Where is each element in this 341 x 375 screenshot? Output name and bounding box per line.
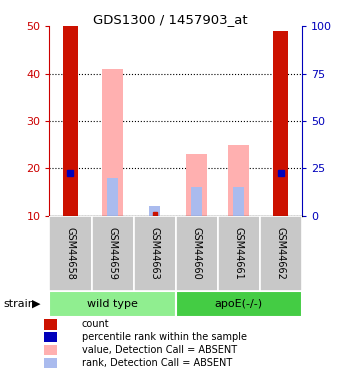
Bar [228, 145, 249, 216]
Bar [149, 206, 160, 216]
Text: ▶: ▶ [32, 299, 40, 309]
Bar [176, 216, 218, 291]
Bar [44, 332, 57, 342]
Text: GSM44663: GSM44663 [150, 227, 160, 279]
Bar [44, 345, 57, 355]
Text: GSM44661: GSM44661 [234, 227, 244, 279]
Bar [63, 26, 78, 216]
Text: percentile rank within the sample: percentile rank within the sample [82, 332, 247, 342]
Bar [191, 187, 202, 216]
Bar [107, 178, 118, 216]
Bar [186, 154, 207, 216]
Text: wild type: wild type [87, 299, 138, 309]
Bar [102, 69, 123, 216]
Bar [273, 31, 288, 216]
Text: GSM44658: GSM44658 [65, 226, 75, 280]
Text: rank, Detection Call = ABSENT: rank, Detection Call = ABSENT [82, 358, 232, 368]
Text: GSM44659: GSM44659 [107, 226, 118, 280]
Bar [260, 216, 302, 291]
Bar [218, 216, 260, 291]
Bar [44, 358, 57, 368]
Bar [176, 291, 302, 317]
Bar [234, 187, 244, 216]
Text: GDS1300 / 1457903_at: GDS1300 / 1457903_at [93, 13, 248, 26]
Text: value, Detection Call = ABSENT: value, Detection Call = ABSENT [82, 345, 237, 355]
Text: count: count [82, 320, 109, 329]
Text: GSM44662: GSM44662 [276, 226, 286, 280]
Bar [49, 291, 176, 317]
Text: strain: strain [3, 299, 35, 309]
Bar [91, 216, 134, 291]
Bar [134, 216, 176, 291]
Text: GSM44660: GSM44660 [192, 227, 202, 279]
Text: apoE(-/-): apoE(-/-) [214, 299, 263, 309]
Bar [44, 319, 57, 330]
Bar [49, 216, 91, 291]
